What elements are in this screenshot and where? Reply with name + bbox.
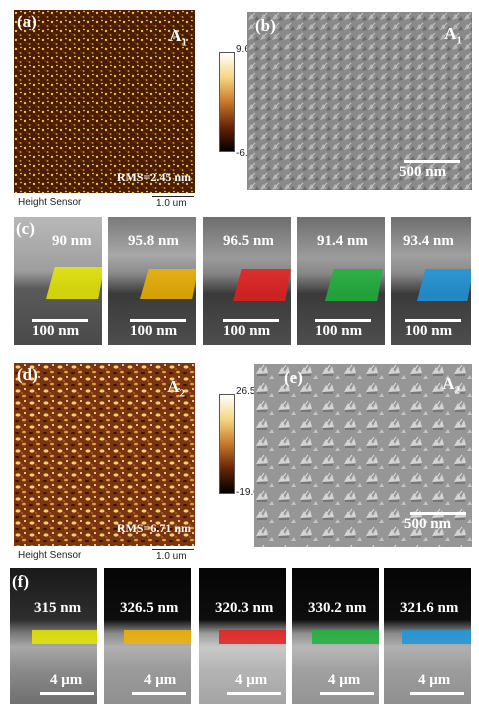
scalebar-e: [410, 512, 466, 515]
thickness-f-2: 326.5 nm: [120, 600, 179, 616]
scalebar-f-3: [227, 692, 281, 695]
scalebar-f-1: [40, 692, 94, 695]
scalebar-a: [152, 196, 194, 197]
scale-text-c-3: 100 nm: [223, 323, 271, 339]
film-overlay: [32, 630, 97, 644]
film-overlay: [219, 630, 286, 644]
afm-image-d: (d) A2 RMS=6.71 nm: [14, 363, 195, 546]
sample-subscript: 2: [454, 384, 461, 397]
scale-text-b: 500 nm: [399, 164, 447, 180]
cross-section-c-3: 96.5 nm 100 nm: [203, 217, 291, 345]
sample-subscript: 2: [179, 387, 186, 400]
sample-subscript: 1: [181, 36, 188, 49]
scale-text-c-1: 100 nm: [32, 323, 80, 339]
sample-subscript: 1: [456, 34, 463, 47]
film-overlay: [312, 630, 379, 644]
cross-section-c-5: 93.4 nm 100 nm: [391, 217, 471, 345]
sample-label-b: A1: [444, 24, 462, 46]
film-overlay: [402, 630, 471, 644]
scale-text-f-2: 4 μm: [144, 672, 177, 688]
sample-label-d: A2: [167, 377, 185, 399]
scalebar-f-2: [132, 692, 186, 695]
thickness-c-3: 96.5 nm: [223, 233, 274, 249]
cross-section-f-5: 321.6 nm 4 μm: [384, 568, 471, 704]
sem-texture-e: [254, 364, 472, 547]
scale-text-c-5: 100 nm: [405, 323, 453, 339]
panel-label-d: (d): [17, 365, 38, 384]
cross-section-c-4: 91.4 nm 100 nm: [297, 217, 385, 345]
scale-text-a: 1.0 um: [156, 198, 187, 209]
panel-label-a: (a): [17, 12, 37, 31]
scalebar-b: [404, 160, 460, 163]
film-overlay: [46, 267, 102, 299]
cross-section-c-2: 95.8 nm 100 nm: [108, 217, 196, 345]
scale-text-f-1: 4 μm: [50, 672, 83, 688]
rms-label-d: RMS=6.71 nm: [116, 521, 191, 535]
scale-text-f-5: 4 μm: [418, 672, 451, 688]
scalebar-f-4: [320, 692, 374, 695]
scalebar-c-5: [405, 319, 461, 322]
film-overlay: [417, 269, 471, 301]
scalebar-c-3: [223, 319, 279, 322]
scale-text-f-3: 4 μm: [235, 672, 268, 688]
panel-label-e: (e): [284, 368, 303, 387]
sample-name: A: [169, 26, 182, 45]
caption-a: Height Sensor: [18, 197, 82, 208]
thickness-f-3: 320.3 nm: [215, 600, 274, 616]
scale-text-c-2: 100 nm: [130, 323, 178, 339]
cross-section-f-1: (f) 315 nm 4 μm: [10, 568, 97, 704]
thickness-c-1: 90 nm: [52, 233, 92, 249]
scalebar-c-2: [130, 319, 186, 322]
cross-section-f-2: 326.5 nm 4 μm: [104, 568, 191, 704]
cross-section-c-1: (c) 90 nm 100 nm: [14, 217, 102, 345]
panel-label-f: (f): [12, 572, 29, 591]
film-overlay: [325, 269, 383, 301]
film-overlay: [124, 630, 191, 644]
scalebar-c-4: [315, 319, 371, 322]
scalebar-c-1: [32, 319, 88, 322]
thickness-f-4: 330.2 nm: [308, 600, 367, 616]
scale-text-c-4: 100 nm: [315, 323, 363, 339]
thickness-f-5: 321.6 nm: [400, 600, 459, 616]
afm-texture-a: [14, 10, 195, 193]
thickness-c-2: 95.8 nm: [128, 233, 179, 249]
sample-name: A: [167, 377, 180, 396]
rms-label-a: RMS=2.45 nm: [116, 170, 191, 184]
panel-label-b: (b): [255, 16, 276, 35]
thickness-c-4: 91.4 nm: [317, 233, 368, 249]
panel-label-c: (c): [16, 219, 35, 238]
film-overlay: [233, 269, 291, 301]
sample-label-a: A1: [169, 26, 187, 48]
thickness-f-1: 315 nm: [34, 600, 82, 616]
colorbar-d: [219, 394, 235, 494]
film-overlay: [140, 269, 196, 299]
scalebar-f-5: [410, 692, 464, 695]
scalebar-d: [152, 549, 194, 550]
sem-image-b: (b) A1 500 nm: [247, 12, 472, 190]
sample-name: A: [444, 24, 457, 43]
caption-d: Height Sensor: [18, 550, 82, 561]
scale-text-d: 1.0 um: [156, 551, 187, 562]
cross-section-f-3: 320.3 nm 4 μm: [199, 568, 286, 704]
sample-name: A: [442, 374, 455, 393]
afm-image-a: (a) A1 RMS=2.45 nm: [14, 10, 195, 193]
thickness-c-5: 93.4 nm: [403, 233, 454, 249]
scale-text-e: 500 nm: [404, 516, 452, 532]
colorbar-a: [219, 52, 235, 152]
afm-texture-d: [14, 363, 195, 546]
sample-label-e: A2: [442, 374, 460, 396]
cross-section-f-4: 330.2 nm 4 μm: [292, 568, 379, 704]
sem-image-e: (e) A2 500 nm: [254, 364, 472, 547]
scale-text-f-4: 4 μm: [328, 672, 361, 688]
